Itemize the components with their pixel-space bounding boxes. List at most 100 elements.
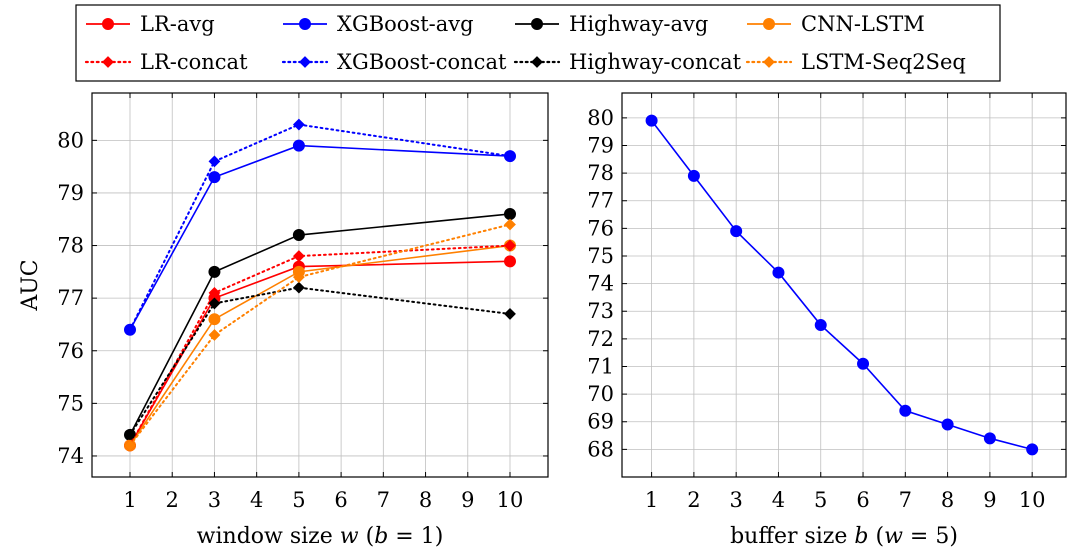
y-tick-label: 75 xyxy=(587,244,614,268)
legend-label: XGBoost-concat xyxy=(337,50,507,74)
x-tick-label: 5 xyxy=(814,488,827,512)
data-point xyxy=(772,266,785,279)
legend-entry: LR-avg xyxy=(86,12,215,36)
plot-frame xyxy=(621,92,1067,478)
x-tick-label: 7 xyxy=(377,488,390,512)
x-tick-label: 4 xyxy=(250,488,263,512)
y-tick-label: 74 xyxy=(587,272,614,296)
x-tick-label: 2 xyxy=(687,488,700,512)
x-tick-label: 1 xyxy=(123,488,136,512)
legend-label: LSTM-Seq2Seq xyxy=(801,50,966,74)
legend-label: LR-avg xyxy=(140,12,215,36)
data-point xyxy=(292,118,305,131)
series-cnn-lstm xyxy=(124,239,516,452)
legend-entry: XGBoost-concat xyxy=(281,50,507,74)
data-point xyxy=(645,114,658,127)
y-tick-label: 77 xyxy=(57,286,84,310)
series-line xyxy=(129,144,511,331)
data-point xyxy=(124,323,136,336)
data-point xyxy=(983,432,996,445)
x-tick-label: 8 xyxy=(941,488,954,512)
x-tick-label: 2 xyxy=(166,488,179,512)
plot-frame xyxy=(91,92,549,478)
data-point xyxy=(208,313,221,326)
data-point xyxy=(208,265,221,278)
data-point xyxy=(1026,443,1039,456)
data-point xyxy=(941,418,954,431)
legend-marker xyxy=(531,56,543,68)
data-point xyxy=(208,329,221,341)
legend-box xyxy=(75,4,1001,82)
data-point xyxy=(857,357,870,370)
x-tick-label: 6 xyxy=(856,488,869,512)
y-tick-label: 79 xyxy=(57,181,84,205)
legend-label: CNN-LSTM xyxy=(801,12,925,36)
series-highway-avg xyxy=(124,207,516,441)
data-point xyxy=(504,218,516,231)
data-point xyxy=(504,207,516,220)
legend-marker xyxy=(299,56,311,68)
chart-buffer-size: 1 2 3 4 5 6 7 8 9 1068697071727374757677787980buf… xyxy=(587,92,1067,548)
series-line xyxy=(129,213,511,436)
y-tick-label: 78 xyxy=(587,161,614,185)
data-point xyxy=(292,281,305,294)
data-point xyxy=(208,171,221,184)
y-tick-label: 71 xyxy=(587,354,614,378)
legend-entry: XGBoost-avg xyxy=(283,12,474,36)
legend-entry: LSTM-Seq2Seq xyxy=(745,50,966,74)
x-tick-label: 9 xyxy=(461,488,474,512)
legend-label: Highway-avg xyxy=(569,12,708,36)
y-tick-label: 68 xyxy=(587,437,614,461)
data-point xyxy=(730,225,743,238)
series-line xyxy=(650,120,1033,451)
data-point xyxy=(292,250,305,262)
legend-marker xyxy=(102,18,114,30)
x-axis-label: window size w (b = 1) xyxy=(197,524,444,548)
series-line xyxy=(129,286,511,436)
legend-marker xyxy=(763,18,775,30)
data-point xyxy=(504,255,516,268)
y-tick-label: 74 xyxy=(57,444,84,468)
legend-marker xyxy=(763,56,775,68)
y-tick-label: 78 xyxy=(57,234,84,258)
data-point xyxy=(208,155,221,168)
data-point xyxy=(899,404,912,417)
y-tick-label: 73 xyxy=(587,299,614,323)
series-highway-concat xyxy=(124,281,516,441)
y-tick-label: 70 xyxy=(587,382,614,406)
data-point xyxy=(504,239,516,252)
x-tick-label: 3 xyxy=(729,488,742,512)
legend-label: XGBoost-avg xyxy=(337,12,474,36)
data-point xyxy=(124,439,136,452)
y-tick-label: 72 xyxy=(587,327,614,351)
series-lstm-seq2seq xyxy=(124,218,516,452)
y-tick-label: 69 xyxy=(587,410,614,434)
legend-marker xyxy=(102,56,114,68)
legend-label: Highway-concat xyxy=(569,50,742,74)
series-line xyxy=(129,223,511,447)
data-point xyxy=(292,229,305,242)
x-tick-label: 3 xyxy=(208,488,221,512)
legend-entry: LR-concat xyxy=(84,50,248,74)
legend-entry: Highway-concat xyxy=(513,50,742,74)
x-tick-label: 6 xyxy=(334,488,347,512)
data-point xyxy=(687,169,700,182)
legend: LR-avg XGBoost-avg Highway-avg CNN-LSTM LR-c… xyxy=(75,4,1001,82)
y-tick-label: 75 xyxy=(57,391,84,415)
series-line xyxy=(129,260,511,446)
legend-entry: Highway-avg xyxy=(515,12,708,36)
y-tick-label: 76 xyxy=(57,339,84,363)
data-point xyxy=(292,271,305,284)
data-point xyxy=(504,150,516,163)
y-tick-label: 76 xyxy=(587,216,614,240)
y-tick-label: 80 xyxy=(587,106,614,130)
series-lr-concat xyxy=(124,239,516,452)
y-tick-label: 79 xyxy=(587,133,614,157)
y-tick-label: 80 xyxy=(57,128,84,152)
data-point xyxy=(814,319,827,332)
x-tick-label: 5 xyxy=(292,488,305,512)
y-tick-label: 77 xyxy=(587,189,614,213)
x-tick-label: 1 xyxy=(645,488,658,512)
